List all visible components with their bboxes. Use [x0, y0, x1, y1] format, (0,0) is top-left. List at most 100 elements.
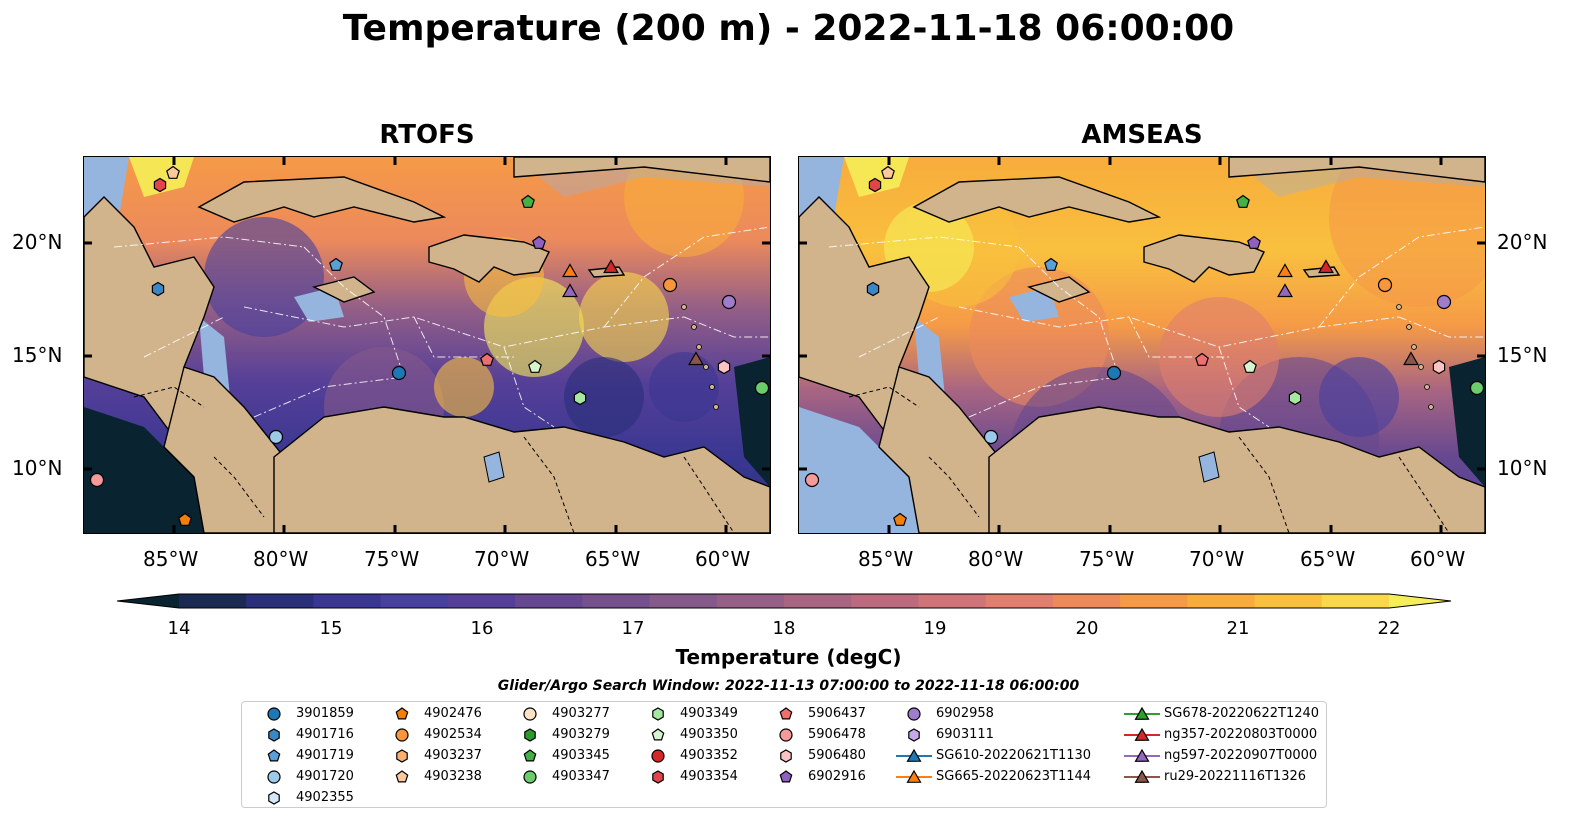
land-mass: [878, 366, 1000, 533]
eddy-feature: [624, 157, 744, 257]
legend-label: 4902534: [424, 727, 482, 742]
argo-float-marker: [721, 294, 737, 310]
legend-label: ru29-20221116T1326: [1164, 769, 1307, 784]
glider-marker: [603, 259, 619, 274]
country-border: [523, 436, 575, 533]
argo-float-marker: [1288, 390, 1302, 406]
colorbar-segment: [246, 594, 315, 608]
colorbar-segment: [1321, 594, 1390, 608]
legend-label: 4903350: [680, 727, 738, 742]
argo-float-marker: [523, 770, 537, 784]
argo-float-marker: [754, 380, 770, 396]
argo-float-marker: [893, 512, 907, 526]
colorbar-tick: 17: [621, 618, 645, 639]
argo-float-marker: [178, 512, 192, 526]
argo-float-marker: [908, 728, 920, 742]
legend-label: 3901859: [296, 706, 354, 721]
legend-label: 6903111: [936, 727, 994, 742]
argo-float-marker: [1106, 365, 1122, 381]
colorbar-segment: [851, 594, 920, 608]
search-window-text: Glider/Argo Search Window: 2022-11-13 07…: [497, 678, 1080, 694]
land-mass: [197, 176, 447, 223]
colorbar-segment: [1052, 594, 1121, 608]
glider-marker: [688, 351, 704, 366]
legend-label: 4901716: [296, 727, 354, 742]
argo-float-marker: [779, 707, 793, 720]
glider-marker: [1134, 769, 1150, 783]
glider-marker: [1277, 283, 1293, 298]
eddy-feature: [579, 272, 669, 362]
colorbar-segment: [918, 594, 987, 608]
argo-float-marker: [268, 728, 280, 742]
legend-label: SG678-20220622T1240: [1164, 706, 1320, 721]
argo-float-marker: [395, 728, 409, 742]
eez-boundary: [143, 316, 225, 358]
argo-float-marker: [267, 770, 281, 784]
legend-label: 4903352: [680, 748, 738, 763]
colorbar-segment: [784, 594, 852, 608]
eddy-feature: [564, 357, 644, 437]
country-border: [213, 456, 265, 518]
land-mass: [1143, 234, 1265, 283]
lat-label-15n-left: 15°N: [12, 343, 63, 367]
argo-float-marker: [523, 749, 537, 762]
argo-float-marker: [652, 707, 664, 721]
legend-label: SG665-20220623T1144: [936, 769, 1092, 784]
colorbar-tick: 16: [470, 618, 494, 639]
legend-label: 4901719: [296, 748, 354, 763]
legend-label: 4903347: [552, 769, 610, 784]
colorbar-segment: [313, 594, 382, 608]
lake: [483, 451, 505, 483]
argo-float-marker: [395, 770, 409, 783]
land-mass: [1228, 157, 1485, 183]
lon-label-70w: 70°W: [1189, 547, 1245, 571]
country-border: [1238, 436, 1290, 533]
glider-marker: [906, 748, 922, 762]
argo-float-marker: [651, 728, 665, 741]
argo-float-marker: [524, 728, 536, 742]
eez-boundary: [113, 236, 305, 248]
lon-label-80w: 80°W: [968, 547, 1024, 571]
argo-float-marker: [528, 359, 542, 373]
panel-title-rtofs: RTOFS: [379, 120, 475, 150]
colorbar-segment: [985, 594, 1054, 608]
argo-float-marker: [267, 749, 281, 762]
argo-float-marker: [1377, 277, 1393, 293]
eez-boundary: [253, 376, 405, 418]
glider-marker: [1403, 351, 1419, 366]
legend-label: 5906478: [808, 727, 866, 742]
colorbar-tick: 22: [1377, 618, 1401, 639]
argo-float-marker: [1469, 380, 1485, 396]
legend-label: 4902476: [424, 706, 482, 721]
colorbar-outline: [117, 593, 1452, 609]
figure-title: Temperature (200 m) - 2022-11-18 06:00:0…: [342, 8, 1235, 49]
island: [1396, 304, 1402, 310]
land-mass: [311, 276, 376, 303]
eez-boundary: [858, 316, 940, 358]
legend-label: 4902355: [296, 790, 354, 805]
land-mass: [428, 234, 550, 283]
island: [696, 344, 702, 350]
legend-label: 4901720: [296, 769, 354, 784]
argo-float-marker: [1236, 194, 1250, 208]
argo-float-marker: [1044, 257, 1058, 271]
eez-boundary: [1398, 316, 1485, 338]
argo-float-marker: [717, 359, 731, 375]
legend-label: 5906480: [808, 748, 866, 763]
colorbar-tick: 20: [1075, 618, 1099, 639]
country-border: [133, 386, 205, 408]
island: [709, 384, 715, 390]
lon-label-65w: 65°W: [585, 547, 641, 571]
argo-float-marker: [1432, 359, 1446, 375]
argo-float-marker: [662, 277, 678, 293]
argo-float-marker: [153, 177, 167, 193]
eez-boundary: [1218, 346, 1270, 428]
eddy-feature: [649, 352, 719, 422]
eez-boundary: [958, 306, 1400, 348]
island: [1428, 404, 1434, 410]
colorbar: [117, 593, 1452, 609]
eez-boundary: [243, 306, 685, 348]
legend-label: 5906437: [808, 706, 866, 721]
legend-label: 4903349: [680, 706, 738, 721]
country-border: [848, 386, 920, 408]
